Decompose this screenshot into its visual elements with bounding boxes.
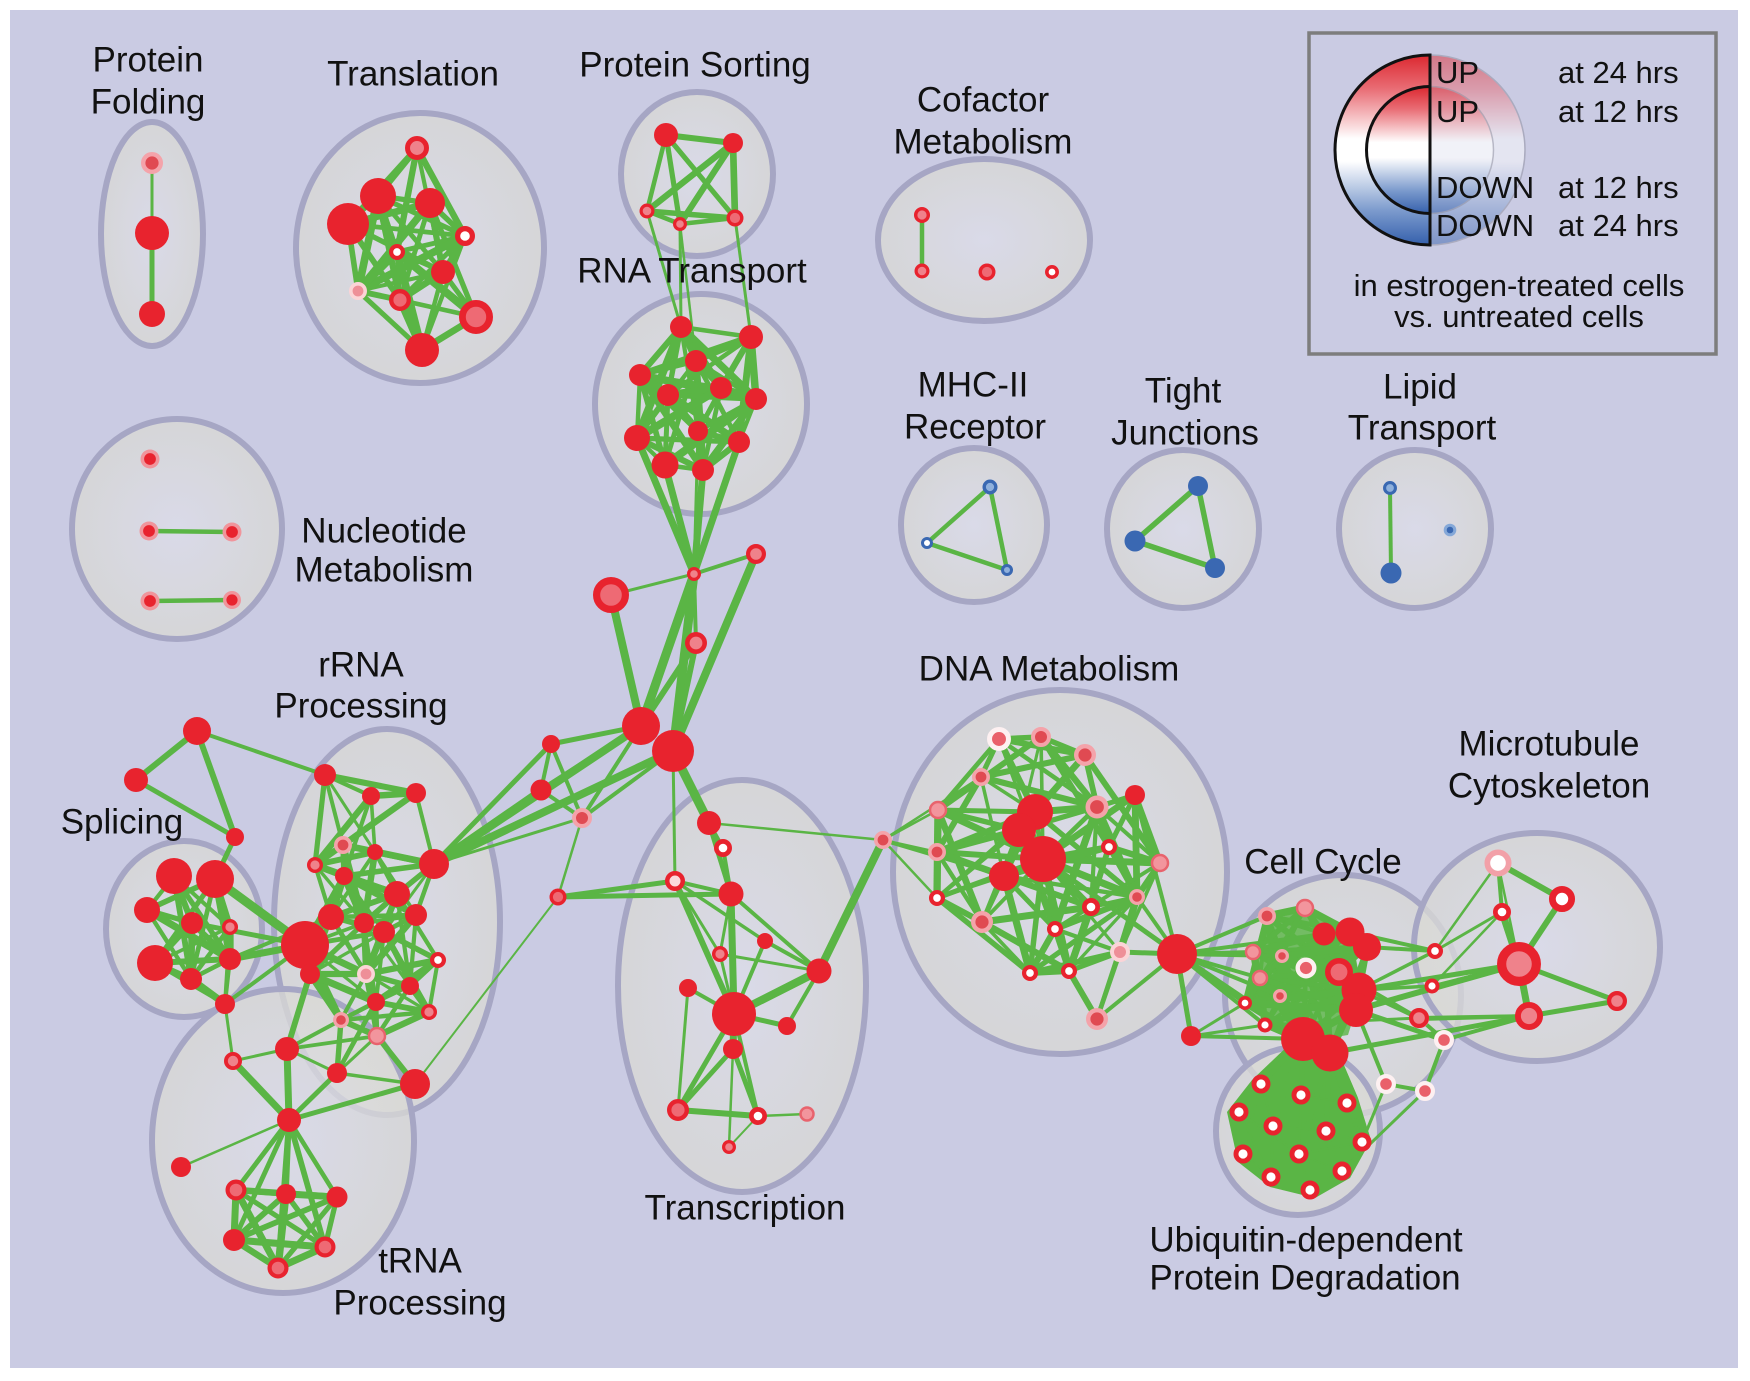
svg-text:rRNA: rRNA (318, 645, 404, 684)
svg-text:Protein Degradation: Protein Degradation (1149, 1258, 1460, 1297)
svg-text:Cytoskeleton: Cytoskeleton (1448, 766, 1650, 805)
svg-text:Processing: Processing (333, 1283, 506, 1322)
svg-text:Tight: Tight (1145, 371, 1222, 410)
svg-text:Transport: Transport (1348, 408, 1497, 447)
svg-text:at 24 hrs: at 24 hrs (1558, 55, 1679, 90)
svg-text:vs. untreated cells: vs. untreated cells (1394, 299, 1644, 334)
svg-text:Cell Cycle: Cell Cycle (1244, 842, 1402, 881)
svg-text:MHC-II: MHC-II (918, 365, 1029, 404)
svg-text:Lipid: Lipid (1383, 367, 1457, 406)
svg-text:Metabolism: Metabolism (295, 550, 474, 589)
svg-text:Nucleotide: Nucleotide (301, 511, 466, 550)
svg-text:Protein: Protein (93, 40, 204, 79)
svg-text:Microtubule: Microtubule (1459, 724, 1640, 763)
svg-text:Transcription: Transcription (645, 1188, 846, 1227)
svg-text:DNA Metabolism: DNA Metabolism (919, 649, 1180, 688)
svg-text:in estrogen-treated cells: in estrogen-treated cells (1354, 268, 1685, 303)
svg-text:tRNA: tRNA (378, 1241, 462, 1280)
svg-text:Junctions: Junctions (1111, 413, 1259, 452)
svg-text:at 24 hrs: at 24 hrs (1558, 208, 1679, 243)
svg-text:Folding: Folding (91, 82, 206, 121)
svg-text:DOWN: DOWN (1436, 208, 1534, 243)
svg-text:Metabolism: Metabolism (894, 122, 1073, 161)
svg-text:at 12 hrs: at 12 hrs (1558, 170, 1679, 205)
svg-text:Ubiquitin-dependent: Ubiquitin-dependent (1149, 1220, 1463, 1259)
svg-text:Processing: Processing (274, 686, 447, 725)
svg-text:DOWN: DOWN (1436, 170, 1534, 205)
svg-text:Protein Sorting: Protein Sorting (579, 45, 811, 84)
svg-text:RNA Transport: RNA Transport (577, 251, 807, 290)
svg-text:Splicing: Splicing (61, 802, 184, 841)
svg-text:Receptor: Receptor (904, 407, 1046, 446)
svg-text:UP: UP (1436, 94, 1479, 129)
svg-text:at 12 hrs: at 12 hrs (1558, 94, 1679, 129)
svg-text:Translation: Translation (327, 54, 499, 93)
svg-text:UP: UP (1436, 55, 1479, 90)
svg-text:Cofactor: Cofactor (917, 80, 1050, 119)
